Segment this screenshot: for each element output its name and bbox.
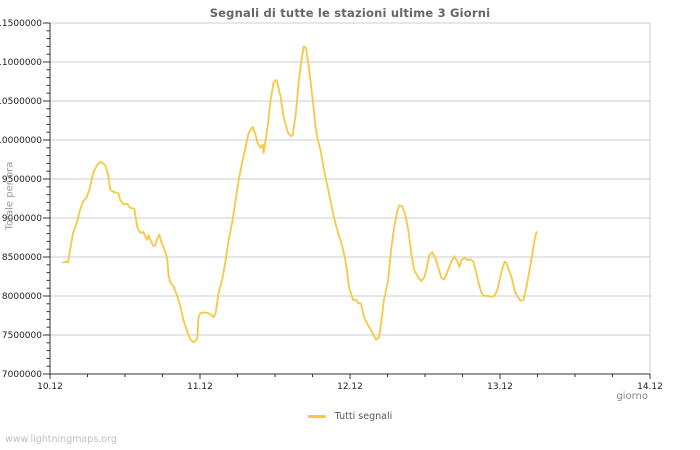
svg-text:9000000: 9000000 <box>2 214 42 224</box>
svg-text:12.12: 12.12 <box>337 382 363 392</box>
svg-text:7500000: 7500000 <box>2 331 42 341</box>
svg-text:14.12: 14.12 <box>637 382 663 392</box>
svg-text:8500000: 8500000 <box>2 253 42 263</box>
svg-text:11000000: 11000000 <box>0 58 42 68</box>
svg-text:10.12: 10.12 <box>37 382 63 392</box>
legend: Tutti segnali <box>0 411 700 422</box>
svg-text:11.12: 11.12 <box>187 382 213 392</box>
svg-text:9500000: 9500000 <box>2 175 42 185</box>
svg-text:7000000: 7000000 <box>2 370 42 380</box>
line-chart-svg: 7000000 7500000 8000000 8500000 9000000 95000… <box>0 19 663 392</box>
svg-text:8000000: 8000000 <box>2 292 42 302</box>
chart-title: Segnali di tutte le stazioni ultime 3 Gi… <box>209 6 491 20</box>
legend-line-swatch <box>307 415 326 418</box>
legend-label: Tutti segnali <box>334 411 393 422</box>
x-axis-title: giorno <box>616 391 648 402</box>
svg-text:10000000: 10000000 <box>0 136 42 146</box>
watermark: www.lightningmaps.org <box>5 434 117 445</box>
svg-text:10500000: 10500000 <box>0 97 42 107</box>
y-axis-title: Totale per ora <box>4 161 16 231</box>
svg-text:11500000: 11500000 <box>0 19 42 29</box>
svg-text:13.12: 13.12 <box>487 382 513 392</box>
